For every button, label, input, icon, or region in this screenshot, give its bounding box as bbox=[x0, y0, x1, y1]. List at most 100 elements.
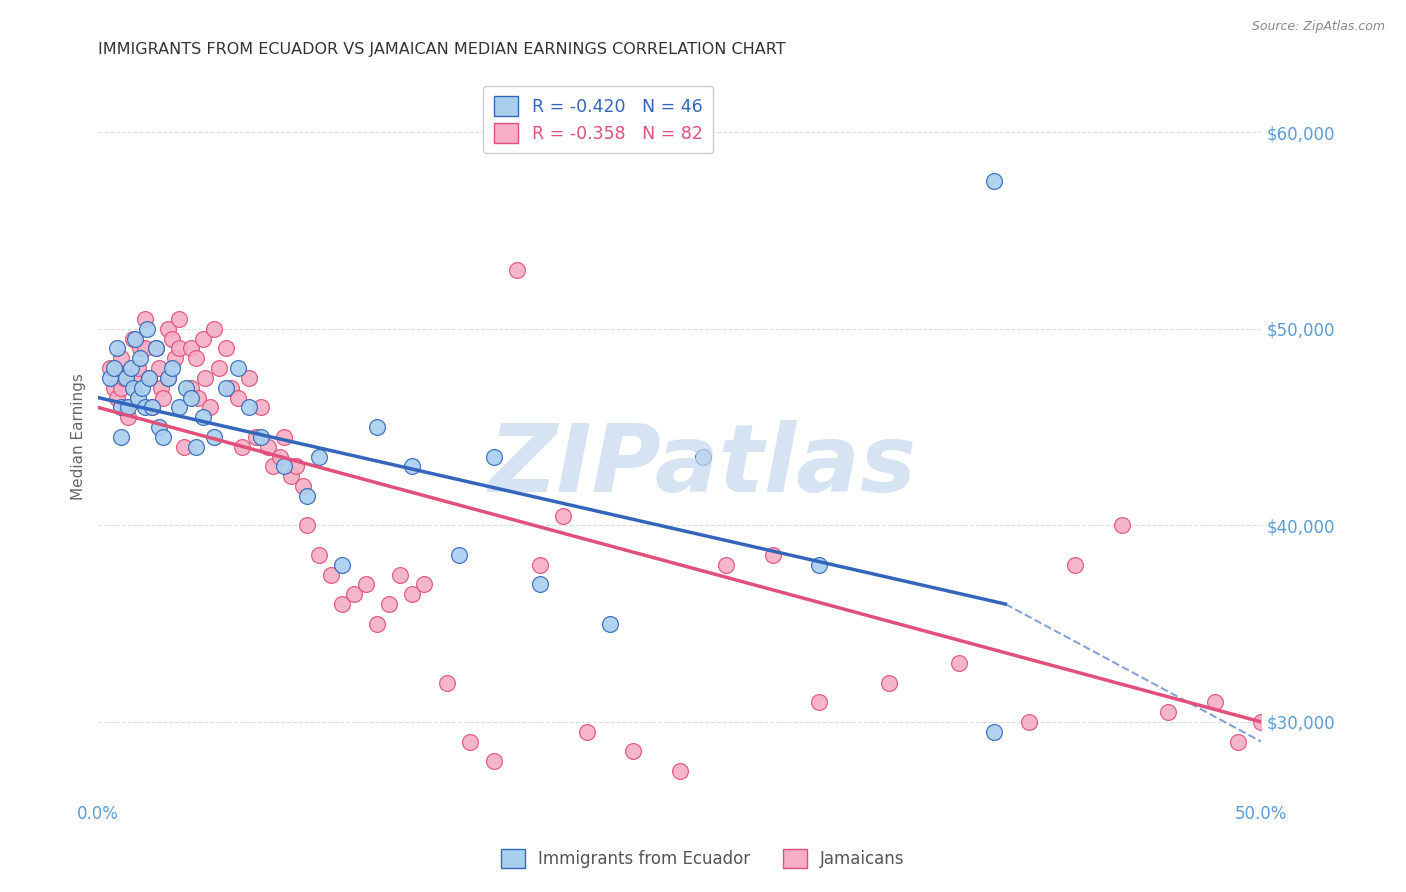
Point bbox=[169, 342, 191, 356]
Point bbox=[319, 567, 342, 582]
Point bbox=[149, 381, 172, 395]
Point bbox=[169, 401, 191, 415]
Point bbox=[714, 558, 737, 572]
Point bbox=[447, 548, 470, 562]
Point bbox=[202, 322, 225, 336]
Point bbox=[482, 450, 505, 464]
Point bbox=[152, 430, 174, 444]
Point bbox=[354, 577, 377, 591]
Point bbox=[184, 351, 207, 366]
Point bbox=[692, 450, 714, 464]
Point bbox=[184, 440, 207, 454]
Point bbox=[117, 401, 139, 415]
Point bbox=[1227, 734, 1250, 748]
Text: ZIPatlas: ZIPatlas bbox=[489, 420, 917, 512]
Point bbox=[238, 401, 260, 415]
Point bbox=[215, 342, 238, 356]
Point bbox=[297, 489, 319, 503]
Point bbox=[122, 332, 145, 346]
Point bbox=[238, 371, 260, 385]
Point bbox=[762, 548, 785, 562]
Point bbox=[366, 420, 388, 434]
Point bbox=[291, 479, 314, 493]
Point bbox=[983, 724, 1005, 739]
Point bbox=[250, 430, 273, 444]
Point bbox=[599, 616, 621, 631]
Point bbox=[112, 371, 135, 385]
Point bbox=[117, 410, 139, 425]
Point bbox=[191, 410, 214, 425]
Point bbox=[1204, 695, 1226, 709]
Point bbox=[529, 577, 551, 591]
Point bbox=[134, 312, 156, 326]
Point bbox=[135, 322, 157, 336]
Legend: R = -0.420   N = 46, R = -0.358   N = 82: R = -0.420 N = 46, R = -0.358 N = 82 bbox=[484, 86, 713, 153]
Point bbox=[124, 332, 146, 346]
Point bbox=[110, 381, 132, 395]
Point bbox=[120, 361, 142, 376]
Point bbox=[273, 459, 295, 474]
Point bbox=[145, 342, 167, 356]
Point bbox=[231, 440, 253, 454]
Point bbox=[180, 342, 202, 356]
Point bbox=[145, 342, 167, 356]
Point bbox=[169, 312, 191, 326]
Point bbox=[983, 174, 1005, 188]
Point bbox=[215, 381, 238, 395]
Point bbox=[1250, 714, 1272, 729]
Point bbox=[122, 381, 145, 395]
Point bbox=[330, 597, 353, 611]
Point bbox=[1111, 518, 1133, 533]
Y-axis label: Median Earnings: Median Earnings bbox=[72, 374, 86, 500]
Point bbox=[163, 351, 186, 366]
Point bbox=[366, 616, 388, 631]
Point bbox=[148, 361, 170, 376]
Text: IMMIGRANTS FROM ECUADOR VS JAMAICAN MEDIAN EARNINGS CORRELATION CHART: IMMIGRANTS FROM ECUADOR VS JAMAICAN MEDI… bbox=[98, 42, 786, 57]
Point bbox=[129, 351, 152, 366]
Point bbox=[257, 440, 280, 454]
Point bbox=[127, 391, 149, 405]
Point bbox=[156, 371, 179, 385]
Point bbox=[1064, 558, 1087, 572]
Point bbox=[152, 391, 174, 405]
Point bbox=[330, 558, 353, 572]
Text: Source: ZipAtlas.com: Source: ZipAtlas.com bbox=[1251, 20, 1385, 33]
Point bbox=[110, 351, 132, 366]
Point bbox=[226, 361, 249, 376]
Point bbox=[148, 420, 170, 434]
Point bbox=[129, 342, 152, 356]
Point bbox=[877, 675, 900, 690]
Point bbox=[308, 548, 330, 562]
Point bbox=[808, 558, 831, 572]
Point bbox=[138, 371, 160, 385]
Point bbox=[187, 391, 209, 405]
Point bbox=[668, 764, 690, 778]
Point bbox=[127, 361, 149, 376]
Point bbox=[621, 744, 644, 758]
Point bbox=[269, 450, 291, 464]
Point bbox=[482, 754, 505, 768]
Point bbox=[115, 401, 138, 415]
Point bbox=[194, 371, 217, 385]
Point bbox=[131, 381, 153, 395]
Legend: Immigrants from Ecuador, Jamaicans: Immigrants from Ecuador, Jamaicans bbox=[495, 842, 911, 875]
Point bbox=[297, 518, 319, 533]
Point bbox=[245, 430, 267, 444]
Point bbox=[134, 401, 156, 415]
Point bbox=[553, 508, 575, 523]
Point bbox=[191, 332, 214, 346]
Point bbox=[808, 695, 831, 709]
Point bbox=[134, 342, 156, 356]
Point bbox=[156, 371, 179, 385]
Point bbox=[1157, 705, 1180, 719]
Point bbox=[389, 567, 412, 582]
Point bbox=[308, 450, 330, 464]
Point bbox=[98, 361, 121, 376]
Point bbox=[343, 587, 366, 601]
Point bbox=[529, 558, 551, 572]
Point bbox=[208, 361, 231, 376]
Point bbox=[180, 391, 202, 405]
Point bbox=[110, 430, 132, 444]
Point bbox=[98, 371, 121, 385]
Point bbox=[280, 469, 302, 483]
